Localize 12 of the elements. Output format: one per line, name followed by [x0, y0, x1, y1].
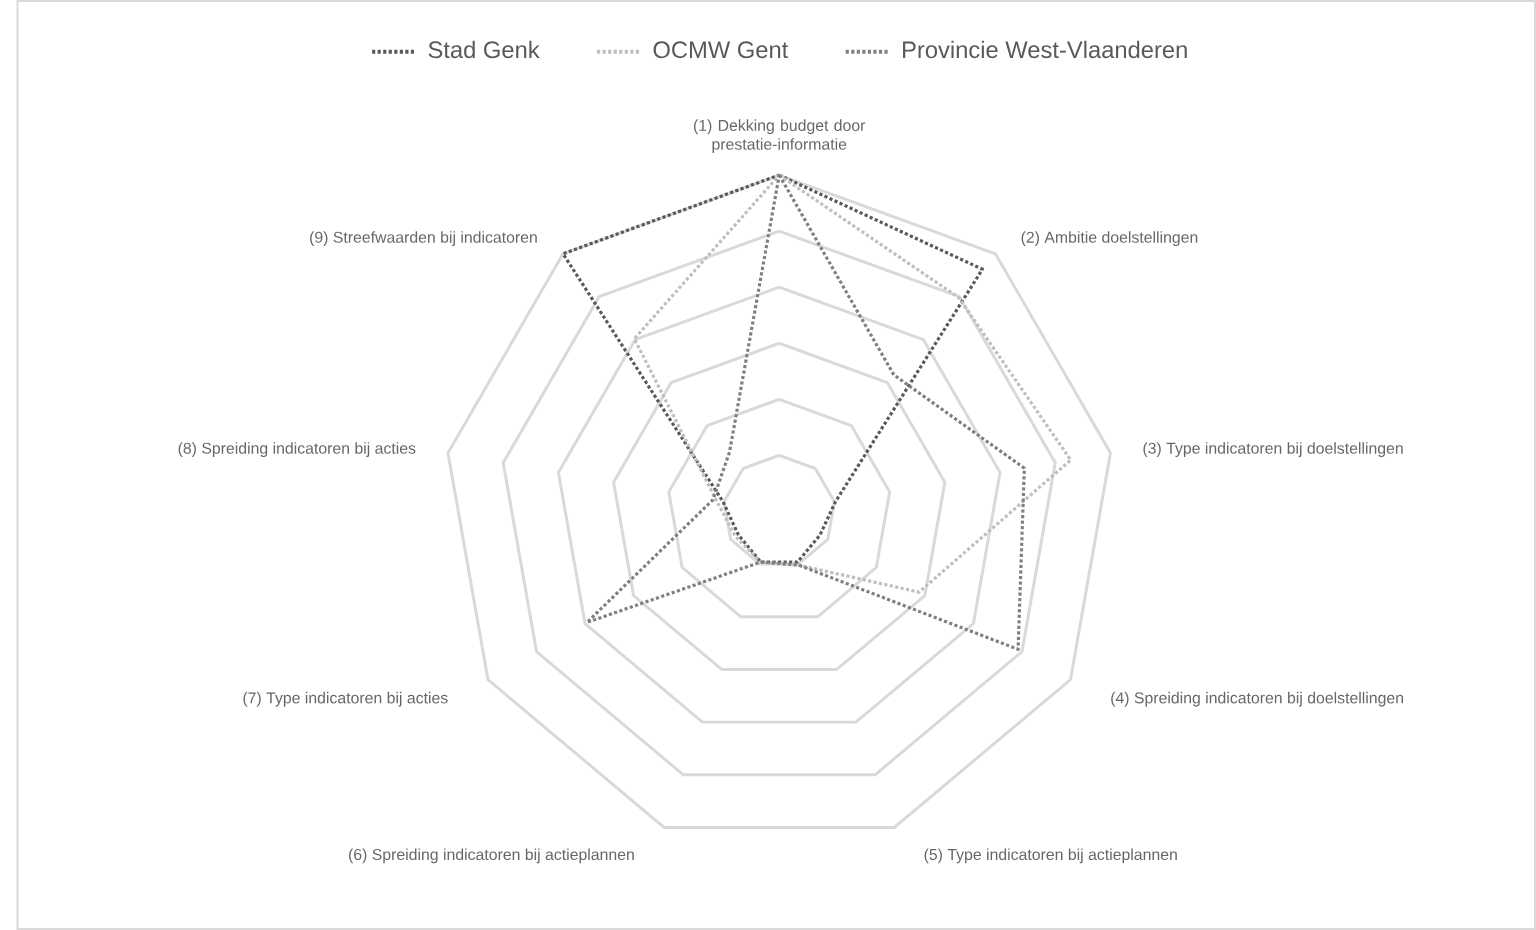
spoke-label: (3) Type indicatoren bij doelstellingen [1143, 442, 1403, 458]
spoke-label: (2) Ambitie doelstellingen [1021, 231, 1198, 247]
legend-label: Stad Genk [428, 40, 540, 59]
spoke-label: (9) Streefwaarden bij indicatoren [310, 231, 537, 247]
spoke-label: (7) Type indicatoren bij acties [243, 691, 448, 707]
spoke-label: (6) Spreiding indicatoren bij actieplannen [349, 848, 634, 864]
spoke-label: (1) Dekking budget door prestatie-informatie [694, 119, 866, 153]
legend-label: OCMW Gent [653, 41, 789, 59]
legend-label: Provincie West-Vlaanderen [903, 40, 1187, 59]
spoke-label: (8) Spreiding indicatoren bij acties [178, 442, 416, 458]
spoke-label: (5) Type indicatoren bij actieplannen [924, 848, 1177, 864]
spoke-label: (4) Spreiding indicatoren bij doelstellingen [1111, 691, 1403, 707]
